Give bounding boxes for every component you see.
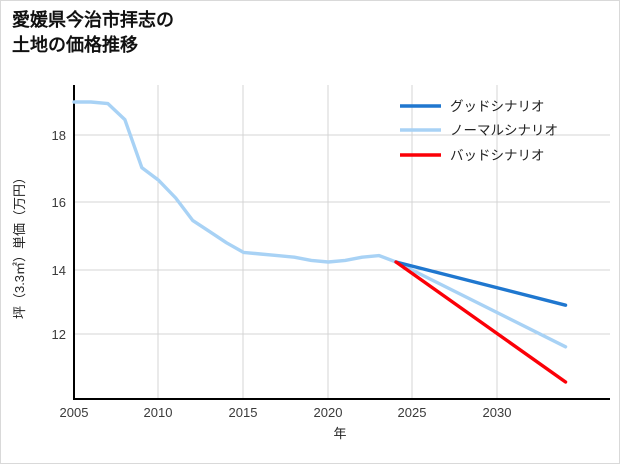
horizontal-gridlines xyxy=(74,134,610,335)
chart-title-line-2: 土地の価格推移 xyxy=(12,34,138,55)
x-tick-label-2020: 2020 xyxy=(314,405,343,420)
x-axis-title: 年 xyxy=(333,426,346,441)
x-tick-label-2015: 2015 xyxy=(229,405,258,420)
legend-label-bad: バッドシナリオ xyxy=(450,148,545,163)
series-lines xyxy=(72,100,568,384)
y-tick-label-14: 14 xyxy=(52,263,66,278)
vertical-gridlines xyxy=(157,85,498,399)
series-line-bad xyxy=(394,260,568,384)
x-tick-labels: 2005 2010 2015 2020 2025 2030 xyxy=(60,405,512,420)
x-tick-label-2025: 2025 xyxy=(398,405,427,420)
chart-title: 愛媛県今治市拝志の 土地の価格推移 xyxy=(12,8,412,58)
x-tick-label-2010: 2010 xyxy=(144,405,173,420)
legend: グッドシナリオ ノーマルシナリオ バッドシナリオ xyxy=(400,99,558,163)
x-tick-label-2005: 2005 xyxy=(60,405,89,420)
series-line-good xyxy=(394,260,568,307)
y-axis-title: 坪（3.3㎡）単価（万円） xyxy=(12,171,27,319)
x-tick-label-2030: 2030 xyxy=(483,405,512,420)
series-line-normal xyxy=(72,100,568,349)
y-tick-label-18: 18 xyxy=(52,128,66,143)
y-tick-label-12: 12 xyxy=(52,327,66,342)
chart-title-line-1: 愛媛県今治市拝志の xyxy=(12,10,174,30)
legend-label-good: グッドシナリオ xyxy=(450,99,545,114)
y-tick-labels: 18 16 14 12 xyxy=(52,128,66,342)
legend-label-normal: ノーマルシナリオ xyxy=(450,123,558,138)
y-tick-label-16: 16 xyxy=(52,195,66,210)
